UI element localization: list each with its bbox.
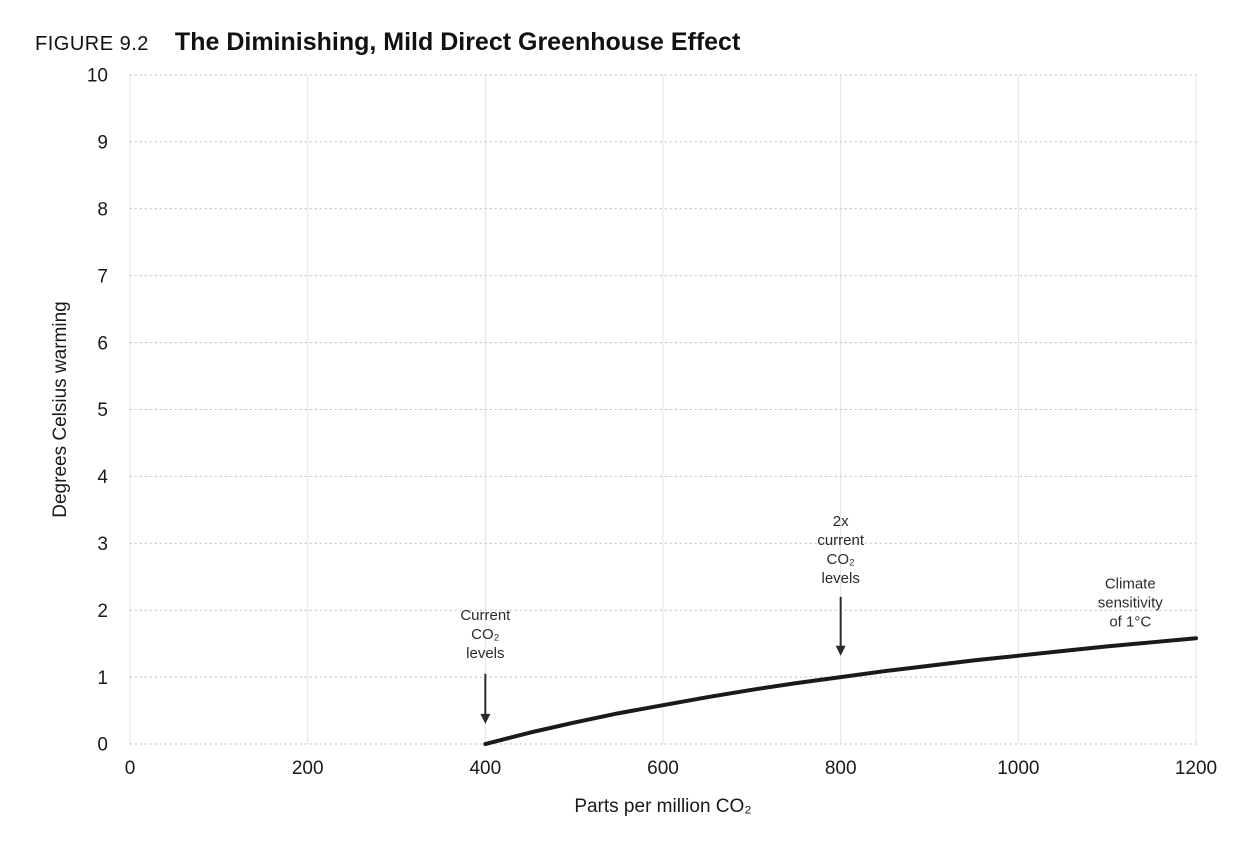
warming-curve [483, 636, 1198, 746]
annotation-text: 2x current CO₂ levels [817, 513, 865, 587]
y-tick-labels: 0 1 2 3 4 5 6 7 8 9 10 [87, 66, 109, 756]
x-axis-title: Parts per million CO₂ [574, 796, 751, 817]
x-tick-label: 800 [825, 758, 857, 779]
x-tick-label: 200 [292, 758, 324, 779]
y-tick-label: 4 [97, 467, 108, 488]
y-axis-title: Degrees Celsius warming [50, 301, 71, 517]
annotation: Climate sensitivity of 1°C [1098, 575, 1164, 630]
annotation-text: Current CO₂ levels [460, 607, 511, 662]
gridlines [129, 74, 1197, 745]
y-tick-label: 1 [97, 668, 108, 689]
x-tick-label: 400 [469, 758, 501, 779]
figure-label: FIGURE 9.2 [35, 33, 149, 55]
x-tick-labels: 0 200 400 600 800 1000 1200 [125, 758, 1217, 779]
y-tick-label: 0 [97, 735, 108, 756]
figure-title: The Diminishing, Mild Direct Greenhouse … [174, 28, 741, 56]
y-tick-label: 10 [87, 66, 108, 87]
x-tick-label: 1200 [1175, 758, 1217, 779]
y-tick-label: 6 [97, 333, 108, 354]
annotation: 2x current CO₂ levels [817, 513, 865, 656]
chart-svg: 0 1 2 3 4 5 6 7 8 9 10 0 200 400 600 800 1000 1200 Degrees… [50, 66, 1217, 817]
annotation-arrowhead-icon [480, 713, 491, 724]
x-tick-label: 0 [125, 758, 136, 779]
y-tick-label: 9 [97, 133, 108, 154]
x-tick-label: 600 [647, 758, 679, 779]
y-tick-label: 2 [97, 601, 108, 622]
x-tick-label: 1000 [997, 758, 1039, 779]
y-tick-label: 8 [97, 199, 108, 220]
annotation: Current CO₂ levels [460, 607, 511, 724]
y-tick-label: 5 [97, 400, 108, 421]
figure-header: FIGURE 9.2 The Diminishing, Mild Direct … [0, 0, 1248, 56]
y-tick-label: 3 [97, 534, 108, 555]
annotation-arrowhead-icon [835, 645, 846, 656]
y-tick-label: 7 [97, 266, 108, 287]
annotation-text: Climate sensitivity of 1°C [1098, 575, 1164, 630]
